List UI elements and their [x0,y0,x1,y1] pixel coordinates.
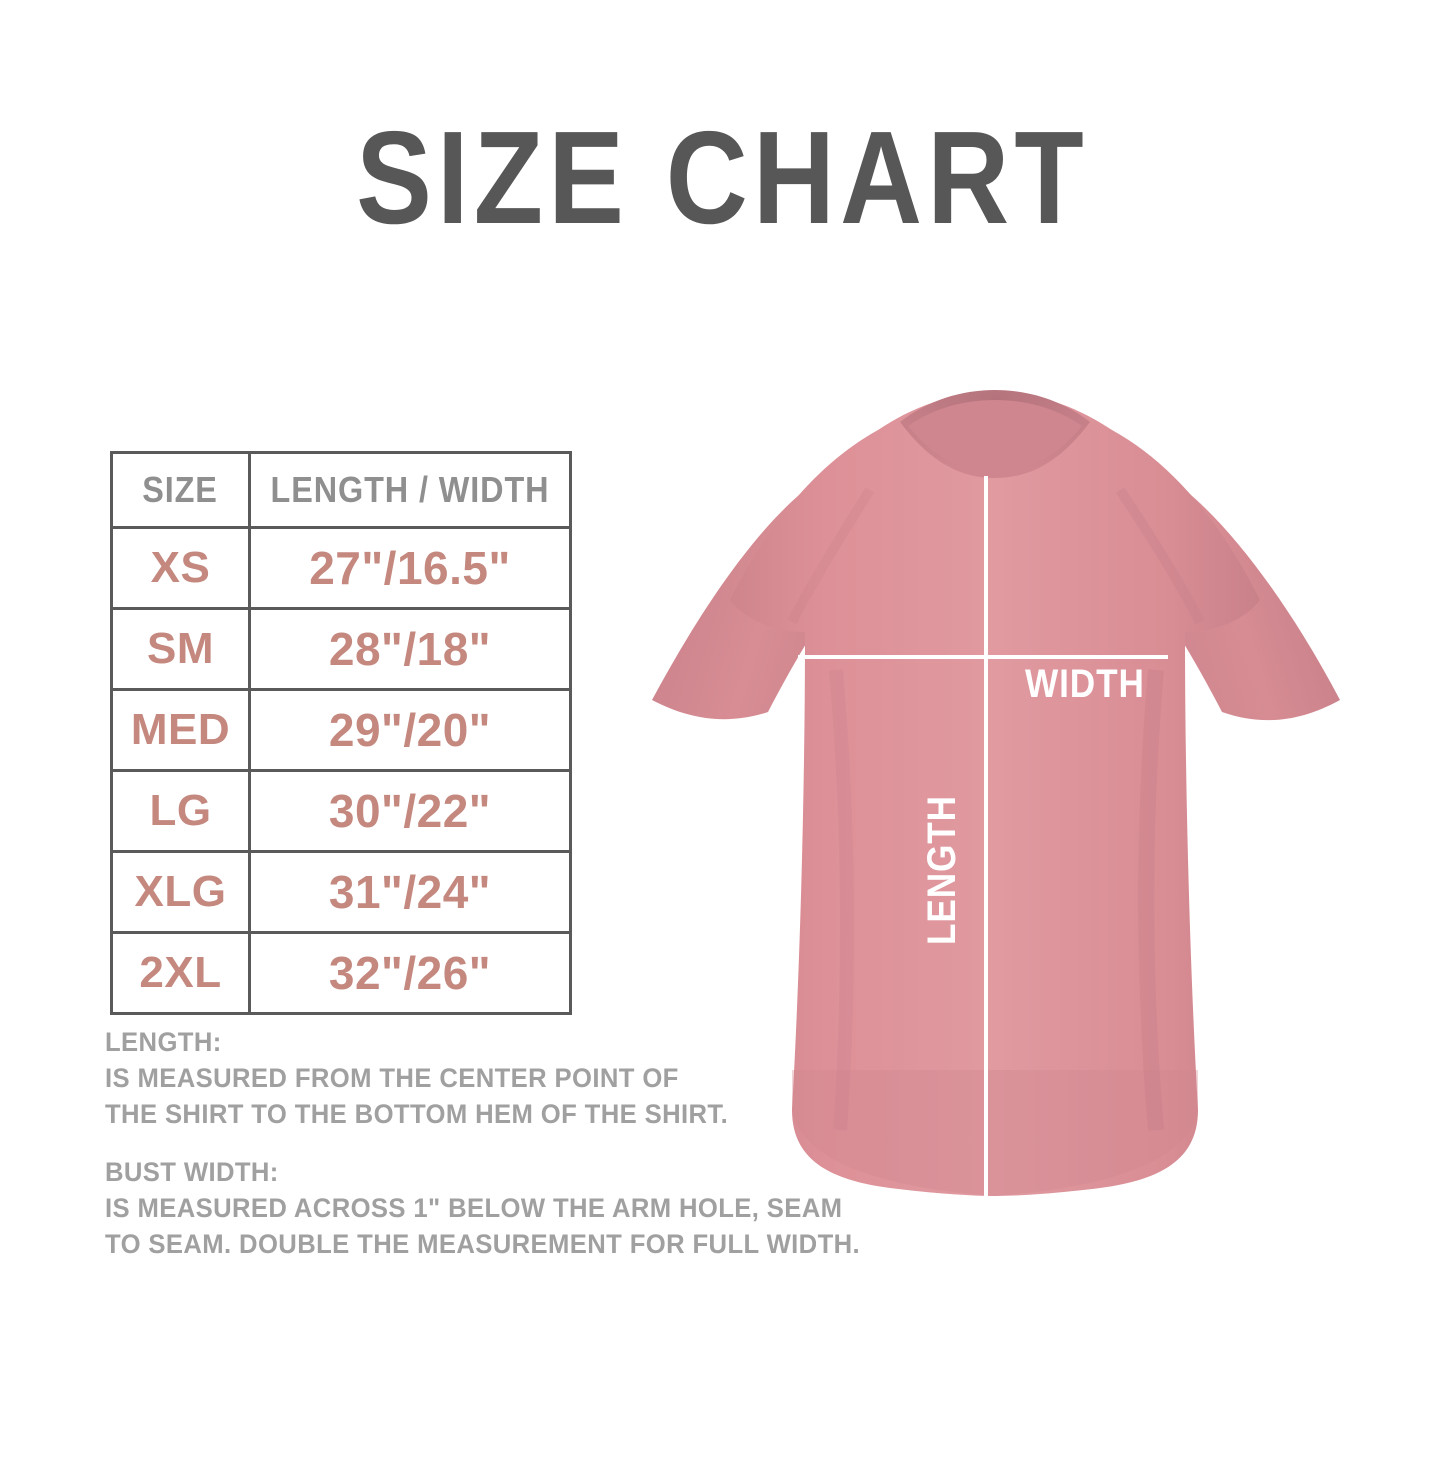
column-header-measurement-label: LENGTH / WIDTH [270,469,550,510]
cell-measurement-med: 29"/20" [248,688,572,772]
cell-measurement-xlg: 31"/24" [248,850,572,934]
length-label: LENGTH [920,795,964,945]
cell-measurement-lg: 30"/22" [248,769,572,853]
cell-measurement-2xl: 32"/26" [248,931,572,1015]
cell-size-med: MED [110,688,251,772]
note-length-heading: LENGTH: [105,1027,222,1057]
cell-measurement-sm: 28"/18" [248,607,572,691]
tshirt-illustration [652,390,1340,1196]
table-row: XS 27"/16.5" [110,526,572,610]
tshirt-collar-inner [908,400,1082,472]
page-title: SIZE CHART [356,104,1089,251]
tshirt-fold-right [1138,669,1164,1131]
tshirt-shoulder-seam-left [787,487,875,625]
table-row: XLG 31"/24" [110,850,572,934]
note-length: LENGTH: IS MEASURED FROM THE CENTER POIN… [105,1024,765,1132]
cell-size-2xl: 2XL [110,931,251,1015]
table-row: 2XL 32"/26" [110,931,572,1015]
measurement-notes: LENGTH: IS MEASURED FROM THE CENTER POIN… [105,1024,860,1284]
column-header-size: SIZE [110,451,251,529]
table-row: MED 29"/20" [110,688,572,772]
tshirt-hem [792,1070,1198,1196]
length-measure-line [984,476,988,1216]
tshirt-image [600,370,1390,1270]
width-label: WIDTH [1025,662,1145,706]
cell-size-lg: LG [110,769,251,853]
size-table: SIZE LENGTH / WIDTH XS 27"/16.5" SM 28"/… [110,451,572,1015]
note-bust-width: BUST WIDTH: IS MEASURED ACROSS 1" BELOW … [105,1154,860,1262]
width-measure-line [798,655,1168,659]
table-header-row: SIZE LENGTH / WIDTH [110,451,572,529]
note-bust-line1: IS MEASURED ACROSS 1" BELOW THE ARM HOLE… [105,1193,843,1223]
tshirt-body [730,392,1260,1196]
table-row: SM 28"/18" [110,607,572,691]
tshirt-fold-left [829,669,855,1131]
note-length-line1: IS MEASURED FROM THE CENTER POINT OF [105,1063,679,1093]
note-length-line2: THE SHIRT TO THE BOTTOM HEM OF THE SHIRT… [105,1099,729,1129]
cell-size-sm: SM [110,607,251,691]
note-bust-heading: BUST WIDTH: [105,1157,279,1187]
tshirt-shoulder-seam-right [1115,487,1205,625]
cell-size-xs: XS [110,526,251,610]
cell-size-xlg: XLG [110,850,251,934]
table-row: LG 30"/22" [110,769,572,853]
column-header-measurement: LENGTH / WIDTH [248,451,572,529]
column-header-size-label: SIZE [142,469,219,510]
cell-measurement-xs: 27"/16.5" [248,526,572,610]
